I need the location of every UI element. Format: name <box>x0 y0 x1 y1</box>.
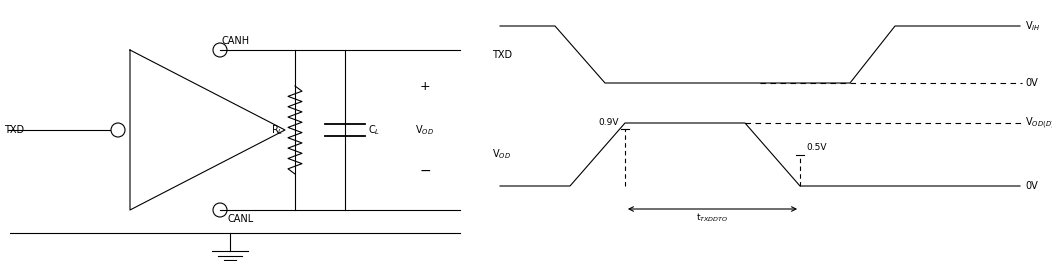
Text: C$_L$: C$_L$ <box>368 123 380 137</box>
Text: CANL: CANL <box>228 214 255 224</box>
Text: TXD: TXD <box>492 50 512 60</box>
Text: TXD: TXD <box>4 125 24 135</box>
Text: −: − <box>419 164 431 178</box>
Text: CANH: CANH <box>222 36 250 46</box>
Text: V$_{OD}$: V$_{OD}$ <box>492 147 511 161</box>
Text: 0.9V: 0.9V <box>599 118 619 127</box>
Text: t$_{TXDDTO}$: t$_{TXDDTO}$ <box>696 212 729 224</box>
Text: 0.5V: 0.5V <box>806 144 827 152</box>
Text: V$_{OD(D)}$: V$_{OD(D)}$ <box>1025 115 1052 131</box>
Text: +: + <box>420 80 430 92</box>
Text: 0V: 0V <box>1025 78 1037 88</box>
Text: R$_L$: R$_L$ <box>270 123 283 137</box>
Text: V$_{IH}$: V$_{IH}$ <box>1025 19 1040 33</box>
Text: V$_{OD}$: V$_{OD}$ <box>416 123 434 137</box>
Text: 0V: 0V <box>1025 181 1037 191</box>
